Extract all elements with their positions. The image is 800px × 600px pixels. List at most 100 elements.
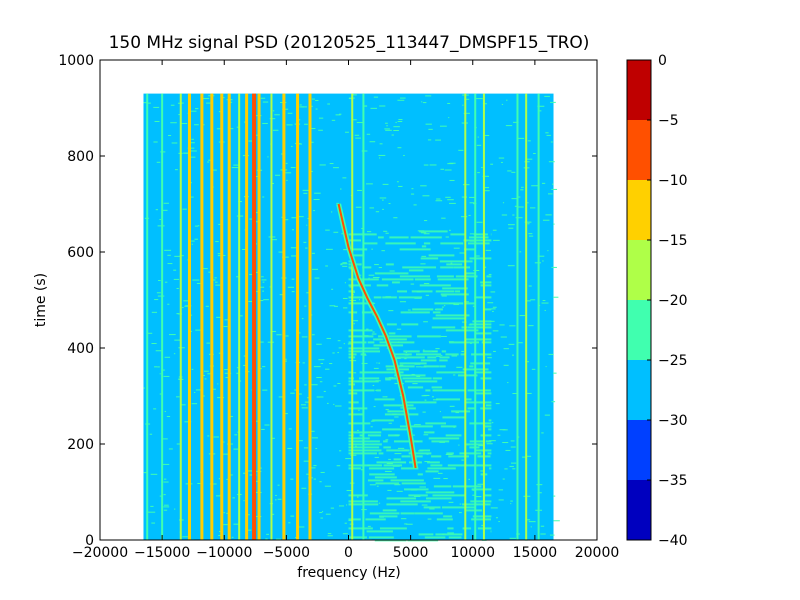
speckle-cell (176, 313, 180, 315)
speckle-cell (483, 190, 490, 192)
carrier-line (516, 93, 519, 540)
y-tick-label: 0 (85, 533, 94, 549)
speckle-cell (322, 511, 324, 513)
speckle-cell (179, 255, 184, 257)
speckle-cell (469, 196, 475, 198)
speckle-cell (313, 478, 317, 480)
speckle-cell (226, 512, 230, 514)
noise-cell (348, 389, 375, 392)
speckle-cell (501, 214, 508, 216)
noise-cell (487, 452, 492, 455)
speckle-cell (215, 241, 219, 243)
noise-cell (440, 266, 454, 269)
noise-cell (474, 296, 492, 299)
noise-cell (433, 485, 452, 488)
speckle-cell (336, 465, 341, 467)
speckle-cell (163, 509, 168, 511)
speckle-cell (351, 119, 357, 121)
speckle-cell (498, 499, 504, 501)
noise-cell (386, 449, 410, 452)
carrier-line (282, 93, 286, 540)
colorbar-tick-label: −20 (658, 293, 688, 309)
speckle-cell (278, 251, 286, 253)
speckle-cell (404, 354, 409, 356)
speckle-cell (472, 518, 475, 520)
speckle-cell (307, 397, 310, 399)
noise-cell (471, 353, 492, 356)
speckle-cell (329, 163, 334, 165)
noise-cell (462, 527, 472, 530)
speckle-cell (512, 214, 515, 216)
speckle-cell (510, 440, 515, 442)
speckle-cell (499, 324, 505, 326)
noise-cell (368, 536, 394, 539)
noise-cell (483, 323, 492, 326)
speckle-cell (423, 321, 428, 323)
speckle-cell (469, 233, 477, 235)
noise-cell (412, 455, 423, 458)
speckle-cell (291, 217, 298, 219)
speckle-cell (316, 377, 322, 379)
speckle-cell (344, 282, 346, 284)
speckle-cell (509, 465, 514, 467)
noise-cell (375, 272, 409, 275)
speckle-cell (553, 495, 556, 497)
carrier-line (308, 93, 312, 540)
speckle-cell (143, 472, 148, 474)
speckle-cell (505, 125, 513, 127)
speckle-cell (274, 174, 281, 176)
speckle-cell (528, 521, 536, 523)
speckle-cell (191, 240, 195, 242)
speckle-cell (148, 332, 153, 334)
speckle-cell (162, 463, 170, 465)
noise-cell (469, 440, 485, 443)
colorbar-tick-label: −40 (658, 533, 688, 549)
speckle-cell (319, 164, 326, 166)
speckle-cell (519, 315, 525, 317)
noise-cell (348, 401, 359, 404)
speckle-cell (219, 531, 221, 533)
speckle-cell (425, 95, 432, 97)
speckle-cell (401, 518, 407, 520)
speckle-cell (517, 206, 524, 208)
speckle-cell (441, 217, 446, 219)
speckle-cell (413, 495, 421, 497)
carrier-line (210, 93, 214, 540)
speckle-cell (173, 353, 176, 355)
speckle-cell (445, 196, 451, 198)
noise-cell (383, 446, 391, 449)
speckle-cell (333, 385, 337, 387)
noise-cell (490, 530, 492, 533)
speckle-cell (397, 99, 405, 101)
carrier-line (362, 93, 365, 540)
speckle-cell (450, 262, 453, 264)
x-axis-label: frequency (Hz) (297, 565, 400, 581)
speckle-cell (376, 362, 378, 364)
noise-cell (435, 290, 455, 293)
speckle-cell (439, 125, 447, 127)
speckle-cell (223, 524, 228, 526)
noise-cell (440, 293, 469, 296)
noise-cell (403, 350, 420, 353)
speckle-cell (162, 438, 168, 440)
speckle-cell (498, 489, 504, 491)
noise-cell (402, 266, 437, 269)
speckle-cell (331, 211, 333, 213)
speckle-cell (191, 243, 193, 245)
speckle-cell (290, 392, 295, 394)
speckle-cell (493, 350, 496, 352)
speckle-cell (195, 108, 199, 110)
speckle-cell (397, 147, 402, 149)
speckle-cell (419, 486, 426, 488)
noise-cell (463, 239, 492, 242)
speckle-cell (164, 249, 172, 251)
speckle-cell (271, 239, 277, 241)
noise-cell (425, 470, 439, 473)
colorbar-tick-label: −25 (658, 353, 688, 369)
speckle-cell (310, 105, 313, 107)
speckle-cell (315, 108, 318, 110)
speckle-cell (153, 106, 160, 108)
noise-cell (445, 353, 459, 356)
speckle-cell (445, 236, 449, 238)
speckle-cell (290, 478, 294, 480)
